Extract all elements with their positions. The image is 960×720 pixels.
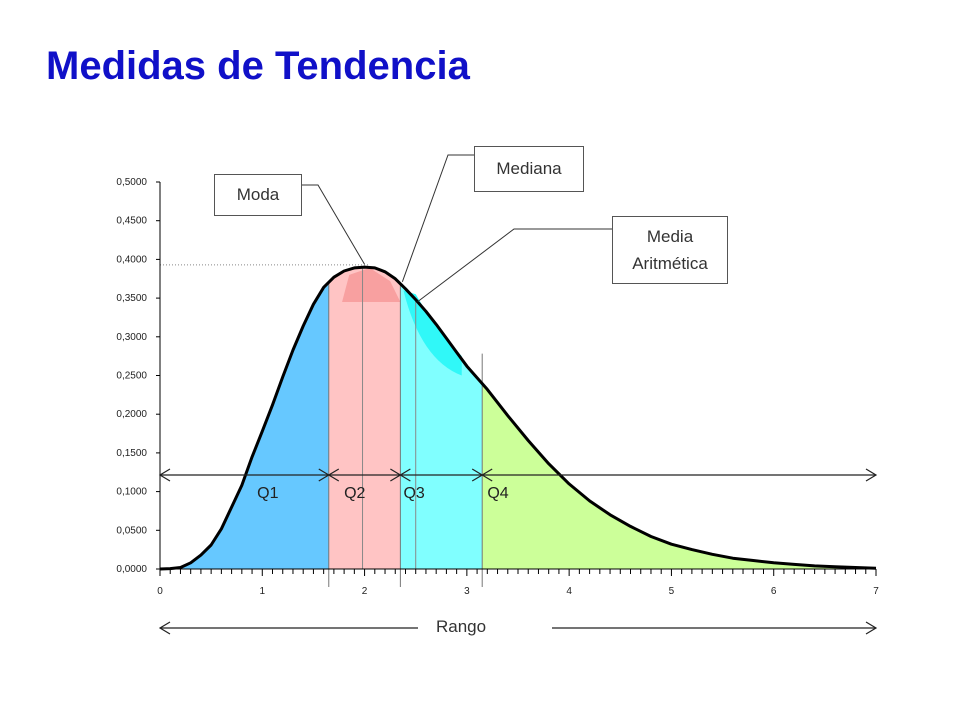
x-tick-label: 5 (669, 586, 675, 597)
y-tick-label: 0,4500 (116, 216, 147, 227)
mediana-callout: Mediana (474, 146, 584, 192)
y-tick-label: 0,1500 (116, 448, 147, 459)
quartile-arrow-left-head (481, 468, 493, 482)
y-tick-label: 0,3500 (116, 293, 147, 304)
moda-leader-line (302, 184, 365, 265)
quartile-arrow-left-head (158, 468, 171, 482)
x-tick-label: 7 (873, 586, 879, 597)
y-tick-label: 0,3000 (116, 332, 147, 343)
x-tick-label: 1 (260, 586, 266, 597)
y-tick-label: 0,5000 (116, 177, 147, 188)
quartile-region-q3 (400, 283, 483, 569)
rango-label: Rango (436, 617, 487, 636)
mediana-label: Mediana (496, 159, 562, 178)
x-tick-label: 3 (464, 586, 470, 597)
x-tick-label: 0 (157, 586, 163, 597)
media-leader-line (417, 228, 612, 303)
media-label-line1: Media (646, 227, 694, 246)
moda-highlight (342, 267, 401, 302)
y-tick-label: 0,4000 (116, 254, 147, 265)
quartile-arrow-left-head (399, 468, 411, 482)
quartile-region-q4 (482, 383, 876, 569)
rango-arrow-left-head (158, 621, 171, 635)
y-tick-label: 0,0500 (116, 525, 147, 536)
media-label-line2: Aritmética (632, 254, 708, 273)
y-tick-label: 0,2500 (116, 371, 147, 382)
x-tick-label: 6 (771, 586, 777, 597)
quartile-arrow-right-head (865, 468, 878, 482)
quartile-arrow-left-head (327, 468, 340, 482)
mediana-leader-line (401, 154, 474, 282)
quartile-region-q1 (160, 282, 329, 569)
distribution-curve (159, 265, 877, 571)
rango-arrow-right-head (865, 621, 878, 635)
y-tick-label: 0,1000 (116, 487, 147, 498)
media-callout: Media Aritmética (612, 216, 728, 284)
quartile-label-q1: Q1 (257, 485, 278, 502)
moda-label: Moda (236, 185, 280, 204)
quartile-label-q3: Q3 (403, 485, 424, 502)
moda-callout: Moda (214, 174, 302, 216)
y-tick-label: 0,2000 (116, 409, 147, 420)
quartile-region-q2 (328, 267, 401, 569)
x-tick-label: 2 (362, 586, 368, 597)
quartile-label-q4: Q4 (487, 485, 508, 502)
media-highlight (403, 290, 462, 376)
quartile-label-q2: Q2 (344, 485, 365, 502)
page-title: Medidas de Tendencia (46, 44, 470, 88)
x-tick-label: 4 (566, 586, 572, 597)
y-tick-label: 0,0000 (116, 564, 147, 575)
